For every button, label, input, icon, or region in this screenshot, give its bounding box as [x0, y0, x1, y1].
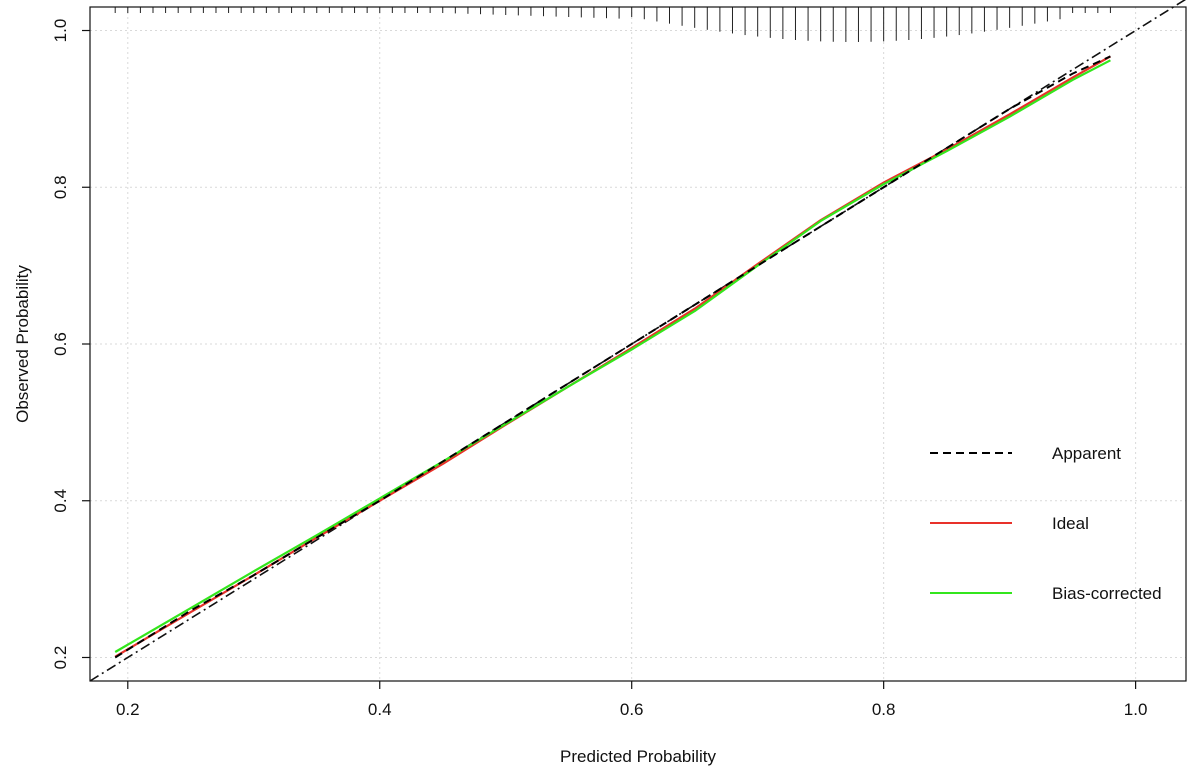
y-axis-title: Observed Probability [13, 265, 32, 423]
x-tick-label: 0.2 [116, 700, 140, 719]
series-line-apparent [114, 55, 1111, 659]
y-tick-label: 0.2 [51, 646, 70, 670]
x-tick-label: 0.6 [620, 700, 644, 719]
y-tick-label: 0.8 [51, 175, 70, 199]
axes: 0.2 0.4 0.6 0.8 1.0 0.2 0.4 0.6 0.8 1.0 [51, 19, 1147, 719]
y-tick-label: 1.0 [51, 19, 70, 43]
x-tick-label: 0.4 [368, 700, 392, 719]
x-tick-label: 1.0 [1124, 700, 1148, 719]
legend-label: Bias-corrected [1052, 584, 1162, 603]
x-tick-label: 0.8 [872, 700, 896, 719]
rug-plot [114, 7, 1111, 42]
y-tick-label: 0.6 [51, 332, 70, 356]
legend-label: Ideal [1052, 514, 1089, 533]
y-tick-label: 0.4 [51, 489, 70, 513]
legend: Apparent Ideal Bias-corrected [930, 444, 1162, 603]
x-axis-title: Predicted Probability [560, 747, 716, 766]
series-line-bias-corrected [114, 59, 1111, 653]
series-group [114, 55, 1111, 659]
legend-label: Apparent [1052, 444, 1121, 463]
